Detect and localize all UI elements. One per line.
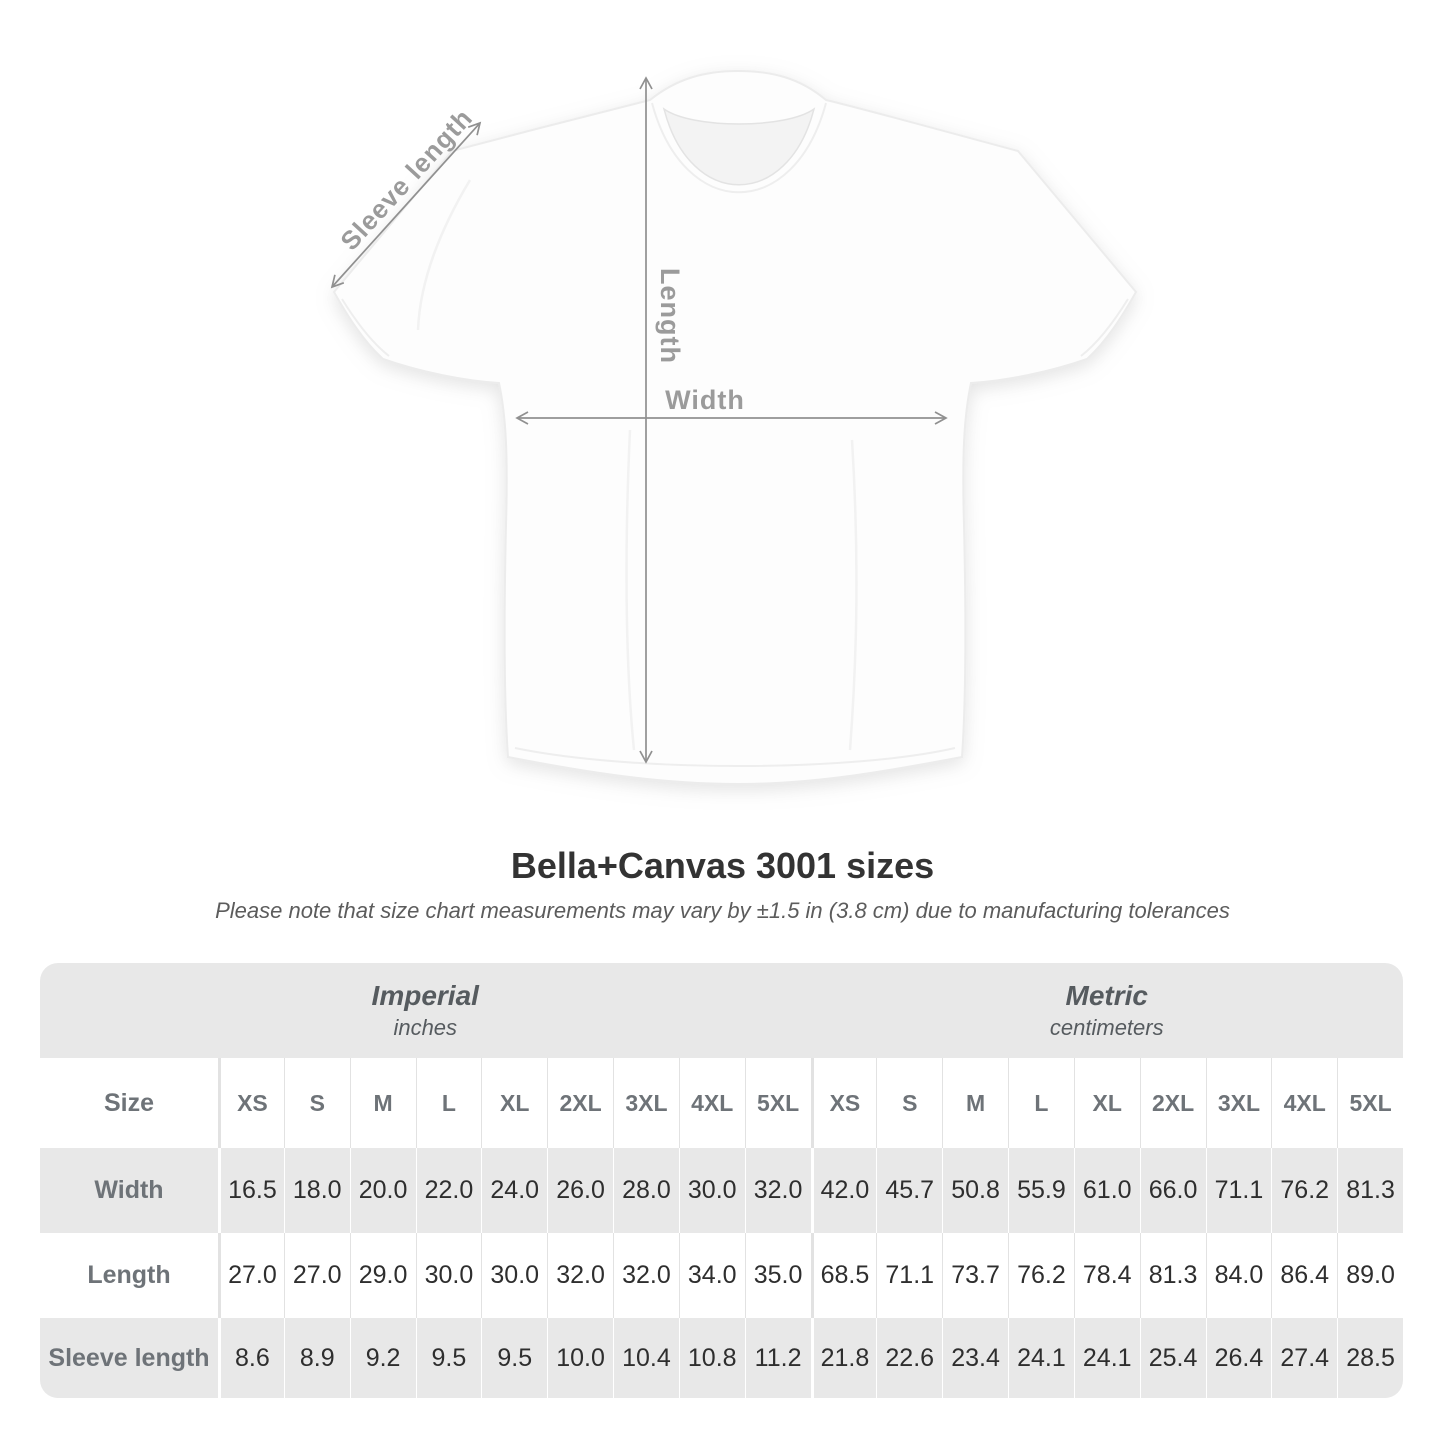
value-cell-imperial: 27.0 <box>283 1233 350 1318</box>
value-cell-imperial: 9.5 <box>415 1318 482 1398</box>
value-cell-metric: 81.3 <box>1139 1233 1206 1318</box>
size-col-metric-5xl: 5XL <box>1337 1058 1403 1148</box>
metric-header: Metric centimeters <box>811 963 1404 1058</box>
unit-system-header: Imperial inches Metric centimeters <box>40 963 1403 1058</box>
size-col-metric-s: S <box>876 1058 942 1148</box>
value-cell-metric: 23.4 <box>942 1318 1008 1398</box>
value-cell-metric: 86.4 <box>1271 1233 1337 1318</box>
tshirt-illustration <box>332 69 1138 786</box>
value-cell-metric: 84.0 <box>1205 1233 1272 1318</box>
measure-row-width: Width 16.5 18.0 20.0 22.0 24.0 26.0 28.0 30.0 32.… <box>40 1148 1403 1233</box>
size-col-metric-m: M <box>942 1058 1008 1148</box>
value-cell-imperial: 20.0 <box>349 1148 416 1233</box>
value-cell-imperial: 18.0 <box>283 1148 350 1233</box>
width-label: Width <box>665 385 745 415</box>
value-cell-metric: 25.4 <box>1139 1318 1206 1398</box>
value-cell-metric: 76.2 <box>1271 1148 1337 1233</box>
size-col-imperial-xl: XL <box>481 1058 547 1148</box>
metric-title: Metric <box>1065 980 1148 1011</box>
value-cell-imperial: 29.0 <box>349 1233 416 1318</box>
size-col-imperial-xs: XS <box>218 1058 284 1148</box>
value-cell-imperial: 26.0 <box>547 1148 613 1233</box>
value-cell-imperial: 9.2 <box>349 1318 416 1398</box>
imperial-header: Imperial inches <box>40 963 811 1058</box>
size-col-imperial-4xl: 4XL <box>678 1058 745 1148</box>
measure-row-length: Length 27.0 27.0 29.0 30.0 30.0 32.0 32.0 34.0 35… <box>40 1233 1403 1318</box>
value-cell-metric: 45.7 <box>876 1148 942 1233</box>
value-cell-metric: 81.3 <box>1337 1148 1403 1233</box>
value-cell-metric: 73.7 <box>942 1233 1008 1318</box>
value-cell-imperial: 9.5 <box>481 1318 547 1398</box>
value-cell-metric: 76.2 <box>1008 1233 1074 1318</box>
row-label: Width <box>94 1176 164 1204</box>
value-cell-imperial: 10.4 <box>613 1318 679 1398</box>
value-cell-metric: 24.1 <box>1073 1318 1140 1398</box>
value-cell-imperial: 32.0 <box>547 1233 613 1318</box>
value-cell-imperial: 22.0 <box>415 1148 482 1233</box>
measure-row-sleeve-length: Sleeve length 8.6 8.9 9.2 9.5 9.5 10.0 10.4 10.8… <box>40 1318 1403 1398</box>
size-col-metric-3xl: 3XL <box>1205 1058 1272 1148</box>
value-cell-imperial: 35.0 <box>744 1233 811 1318</box>
size-header-row: Size XS S M L XL 2XL 3XL 4XL 5XL XS S M L XL 2XL 3XL 4XL 5… <box>40 1058 1403 1148</box>
value-cell-imperial: 30.0 <box>481 1233 547 1318</box>
metric-unit: centimeters <box>1049 1015 1164 1040</box>
page-title: Bella+Canvas 3001 sizes <box>510 845 935 886</box>
value-cell-metric: 24.1 <box>1008 1318 1074 1398</box>
tshirt-size-diagram: Sleeve length Length Width <box>330 69 1138 786</box>
value-cell-imperial: 11.2 <box>744 1318 811 1398</box>
size-col-imperial-l: L <box>415 1058 482 1148</box>
size-col-metric-xl: XL <box>1073 1058 1140 1148</box>
size-col-imperial-m: M <box>349 1058 416 1148</box>
size-col-imperial-2xl: 2XL <box>547 1058 613 1148</box>
value-cell-metric: 27.4 <box>1271 1318 1337 1398</box>
imperial-title: Imperial <box>371 980 479 1011</box>
value-cell-metric: 68.5 <box>810 1233 877 1318</box>
value-cell-imperial: 32.0 <box>744 1148 811 1233</box>
value-cell-metric: 21.8 <box>810 1318 877 1398</box>
value-cell-metric: 89.0 <box>1337 1233 1403 1318</box>
value-cell-imperial: 24.0 <box>481 1148 547 1233</box>
value-cell-metric: 28.5 <box>1337 1318 1403 1398</box>
value-cell-metric: 50.8 <box>942 1148 1008 1233</box>
value-cell-imperial: 10.8 <box>678 1318 745 1398</box>
size-col-metric-xs: XS <box>810 1058 877 1148</box>
row-label: Length <box>87 1261 171 1289</box>
size-col-metric-2xl: 2XL <box>1139 1058 1206 1148</box>
size-col-metric-l: L <box>1008 1058 1074 1148</box>
value-cell-metric: 26.4 <box>1205 1318 1272 1398</box>
value-cell-metric: 71.1 <box>876 1233 942 1318</box>
value-cell-metric: 66.0 <box>1139 1148 1206 1233</box>
value-cell-imperial: 8.6 <box>218 1318 284 1398</box>
value-cell-imperial: 30.0 <box>678 1148 745 1233</box>
value-cell-imperial: 10.0 <box>547 1318 613 1398</box>
length-label: Length <box>655 268 685 364</box>
value-cell-imperial: 8.9 <box>283 1318 350 1398</box>
value-cell-metric: 42.0 <box>810 1148 877 1233</box>
value-cell-metric: 61.0 <box>1073 1148 1140 1233</box>
size-corner-header: Size <box>103 1088 155 1117</box>
value-cell-imperial: 28.0 <box>613 1148 679 1233</box>
value-cell-metric: 71.1 <box>1205 1148 1272 1233</box>
page-subtitle: Please note that size chart measurements… <box>215 898 1230 923</box>
size-col-metric-4xl: 4XL <box>1271 1058 1337 1148</box>
imperial-unit: inches <box>393 1015 458 1040</box>
size-col-imperial-3xl: 3XL <box>613 1058 679 1148</box>
value-cell-imperial: 30.0 <box>415 1233 482 1318</box>
value-cell-imperial: 34.0 <box>678 1233 745 1318</box>
value-cell-imperial: 16.5 <box>218 1148 284 1233</box>
size-table: Imperial inches Metric centimeters Size X… <box>40 963 1403 1398</box>
collar <box>662 107 816 186</box>
value-cell-metric: 22.6 <box>876 1318 942 1398</box>
row-label: Sleeve length <box>48 1343 210 1372</box>
size-grid: Size XS S M L XL 2XL 3XL 4XL 5XL XS S M L XL 2XL 3XL 4XL 5… <box>40 1058 1403 1398</box>
value-cell-metric: 78.4 <box>1073 1233 1140 1318</box>
size-col-imperial-5xl: 5XL <box>744 1058 811 1148</box>
sleeve-length-arrow <box>330 121 482 289</box>
value-cell-imperial: 27.0 <box>218 1233 284 1318</box>
value-cell-imperial: 32.0 <box>613 1233 679 1318</box>
size-col-imperial-s: S <box>283 1058 350 1148</box>
value-cell-metric: 55.9 <box>1008 1148 1074 1233</box>
